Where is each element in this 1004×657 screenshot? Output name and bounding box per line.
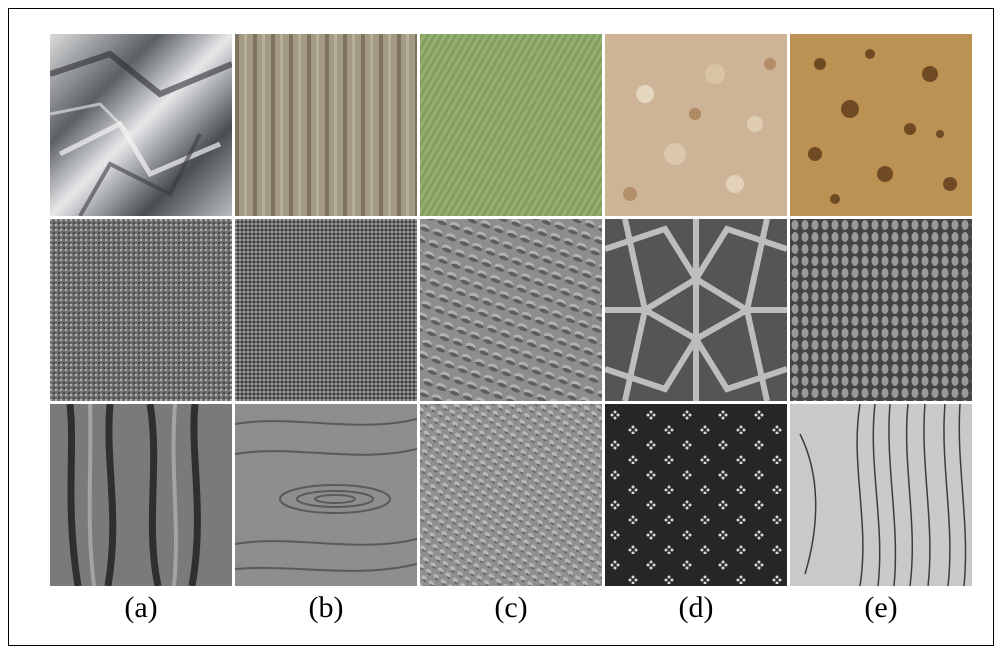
label-a: (a) [124, 591, 158, 624]
embossed-leather-texture [420, 219, 602, 401]
dark-dotted-fabric-texture [605, 404, 787, 586]
label-e: (e) [864, 591, 898, 624]
label-c: (c) [494, 591, 528, 624]
wood-grain-texture [235, 404, 417, 586]
geometric-lattice-pattern [605, 219, 787, 401]
label-d: (d) [678, 591, 714, 624]
granular-speckled-texture [605, 34, 787, 216]
gray-woven-texture-2 [235, 219, 417, 401]
sponge-bread-texture [790, 34, 972, 216]
gray-woven-texture-1 [50, 219, 232, 401]
corduroy-fabric-texture [235, 34, 417, 216]
label-b: (b) [308, 591, 344, 624]
knit-weave-texture [790, 219, 972, 401]
light-wood-grain-texture [790, 404, 972, 586]
tree-bark-texture [50, 404, 232, 586]
pebbled-surface-texture [420, 404, 602, 586]
green-canvas-texture [420, 34, 602, 216]
crumpled-foil-texture [50, 34, 232, 216]
texture-grid [50, 34, 972, 586]
column-labels: (a) (b) (c) (d) (e) [50, 588, 966, 628]
